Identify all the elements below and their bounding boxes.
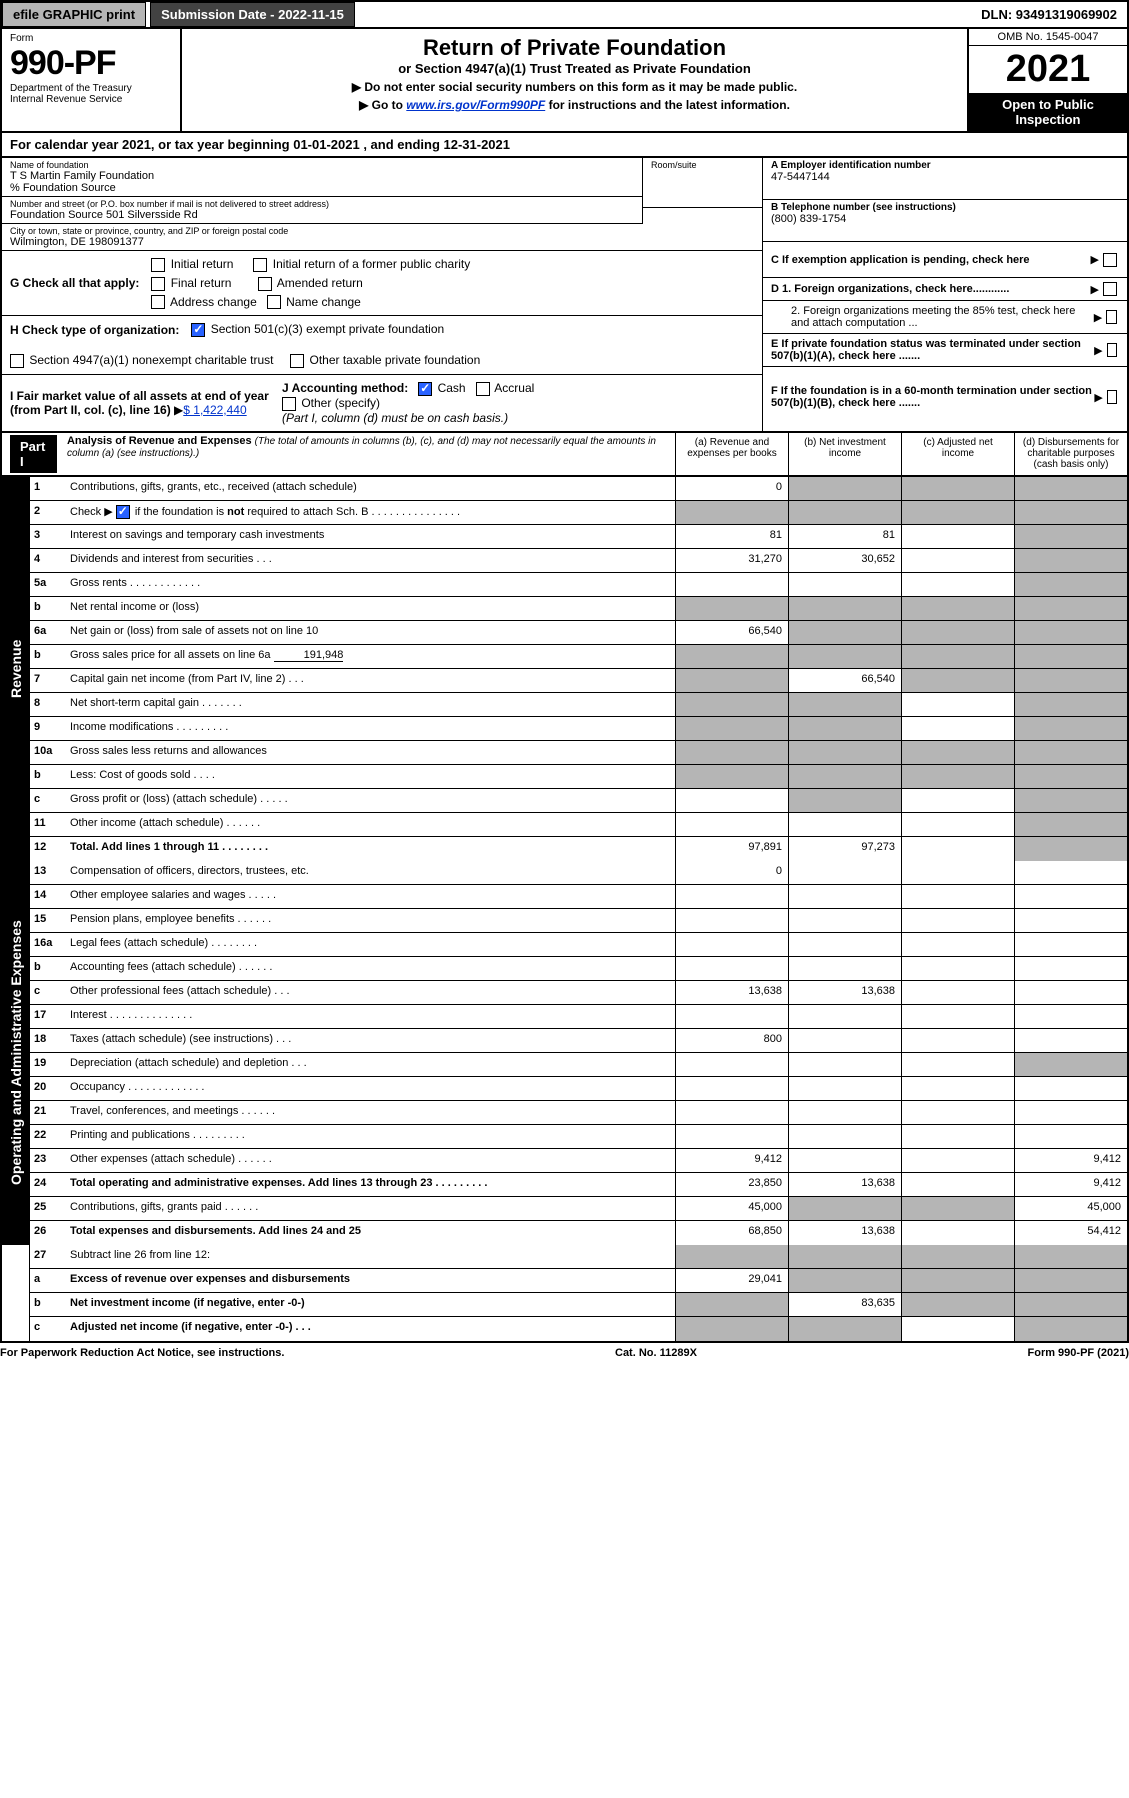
- c-cb[interactable]: [1103, 253, 1117, 267]
- address-change-cb[interactable]: [151, 295, 165, 309]
- foundation-name: T S Martin Family Foundation: [10, 170, 634, 182]
- irs-link[interactable]: www.irs.gov/Form990PF: [406, 98, 545, 112]
- e-cb[interactable]: [1107, 343, 1117, 357]
- irs: Internal Revenue Service: [10, 94, 172, 105]
- col-d-header: (d) Disbursements for charitable purpose…: [1014, 433, 1127, 475]
- city: Wilmington, DE 198091377: [10, 236, 754, 248]
- expenses-vert-label: Operating and Administrative Expenses: [2, 861, 30, 1245]
- initial-return-cb[interactable]: [151, 258, 165, 272]
- 4947-cb[interactable]: [10, 354, 24, 368]
- ein: 47-5447144: [771, 171, 1119, 183]
- header-right: OMB No. 1545-0047 2021 Open to Public In…: [967, 29, 1127, 131]
- footer: For Paperwork Reduction Act Notice, see …: [0, 1343, 1129, 1363]
- d1-row: D 1. Foreign organizations, check here..…: [763, 278, 1127, 301]
- footer-center: Cat. No. 11289X: [615, 1347, 697, 1359]
- ij-row: I Fair market value of all assets at end…: [2, 375, 762, 431]
- header-center: Return of Private Foundation or Section …: [182, 29, 967, 131]
- form-label: Form: [10, 33, 172, 44]
- phone-cell: B Telephone number (see instructions) (8…: [763, 200, 1127, 242]
- amended-cb[interactable]: [258, 277, 272, 291]
- dln: DLN: 93491319069902: [971, 3, 1127, 26]
- phone: (800) 839-1754: [771, 213, 1119, 225]
- h-row: H Check type of organization: Section 50…: [2, 316, 762, 375]
- foundation-source: % Foundation Source: [10, 182, 634, 194]
- form-title: Return of Private Foundation: [188, 35, 961, 61]
- 501c3-cb[interactable]: [191, 323, 205, 337]
- name-change-cb[interactable]: [267, 295, 281, 309]
- info-grid: Name of foundation T S Martin Family Fou…: [0, 158, 1129, 433]
- analysis-header: Part I Analysis of Revenue and Expenses …: [0, 433, 1129, 477]
- city-cell: City or town, state or province, country…: [2, 224, 762, 251]
- expense-rows: 13Compensation of officers, directors, t…: [30, 861, 1127, 1245]
- footer-right: Form 990-PF (2021): [1028, 1347, 1129, 1359]
- revenue-vert-label: Revenue: [2, 477, 30, 861]
- other-method-cb[interactable]: [282, 397, 296, 411]
- part-title: Analysis of Revenue and Expenses: [67, 435, 252, 447]
- form-header: Form 990-PF Department of the Treasury I…: [0, 29, 1129, 133]
- i-value: $ 1,422,440: [183, 403, 246, 417]
- accrual-cb[interactable]: [476, 382, 490, 396]
- foundation-name-cell: Name of foundation T S Martin Family Fou…: [2, 158, 642, 197]
- dept: Department of the Treasury: [10, 83, 172, 94]
- part-label: Part I: [10, 435, 57, 473]
- info-right: A Employer identification number 47-5447…: [762, 158, 1127, 431]
- col-c-header: (c) Adjusted net income: [901, 433, 1014, 475]
- revenue-rows: 1Contributions, gifts, grants, etc., rec…: [30, 477, 1127, 861]
- j-note: (Part I, column (d) must be on cash basi…: [282, 411, 534, 425]
- e-row: E If private foundation status was termi…: [763, 334, 1127, 367]
- analysis-desc: Part I Analysis of Revenue and Expenses …: [2, 433, 675, 475]
- d1-cb[interactable]: [1103, 282, 1117, 296]
- d2-row: 2. Foreign organizations meeting the 85%…: [763, 301, 1127, 334]
- ein-cell: A Employer identification number 47-5447…: [763, 158, 1127, 200]
- open-public: Open to Public Inspection: [969, 93, 1127, 131]
- form-number: 990-PF: [10, 44, 172, 83]
- f-row: F If the foundation is in a 60-month ter…: [763, 367, 1127, 427]
- calendar-row: For calendar year 2021, or tax year begi…: [0, 133, 1129, 158]
- footer-left: For Paperwork Reduction Act Notice, see …: [0, 1347, 284, 1359]
- cash-cb[interactable]: [418, 382, 432, 396]
- col-a-header: (a) Revenue and expenses per books: [675, 433, 788, 475]
- header-left: Form 990-PF Department of the Treasury I…: [2, 29, 182, 131]
- tax-year: 2021: [969, 46, 1127, 93]
- room-cell: Room/suite: [643, 158, 762, 208]
- form-subtitle: or Section 4947(a)(1) Trust Treated as P…: [188, 61, 961, 76]
- top-bar: efile GRAPHIC print Submission Date - 20…: [0, 0, 1129, 29]
- revenue-table: Revenue 1Contributions, gifts, grants, e…: [0, 477, 1129, 1343]
- omb: OMB No. 1545-0047: [969, 29, 1127, 46]
- c-row: C If exemption application is pending, c…: [763, 242, 1127, 278]
- f-cb[interactable]: [1107, 390, 1117, 404]
- address: Foundation Source 501 Silversside Rd: [10, 209, 634, 221]
- schb-cb[interactable]: [116, 505, 130, 519]
- bottom-rows: 27Subtract line 26 from line 12: aExcess…: [30, 1245, 1127, 1341]
- initial-public-cb[interactable]: [253, 258, 267, 272]
- submission-date: Submission Date - 2022-11-15: [150, 2, 355, 27]
- g-row: G Check all that apply: Initial return I…: [2, 251, 762, 316]
- final-return-cb[interactable]: [151, 277, 165, 291]
- efile-btn[interactable]: efile GRAPHIC print: [2, 2, 146, 27]
- note1: ▶ Do not enter social security numbers o…: [188, 80, 961, 94]
- address-cell: Number and street (or P.O. box number if…: [2, 197, 642, 224]
- note2: ▶ Go to www.irs.gov/Form990PF for instru…: [188, 98, 961, 112]
- col-b-header: (b) Net investment income: [788, 433, 901, 475]
- other-taxable-cb[interactable]: [290, 354, 304, 368]
- d2-cb[interactable]: [1106, 310, 1117, 324]
- info-left: Name of foundation T S Martin Family Fou…: [2, 158, 762, 431]
- room-label: Room/suite: [651, 160, 754, 170]
